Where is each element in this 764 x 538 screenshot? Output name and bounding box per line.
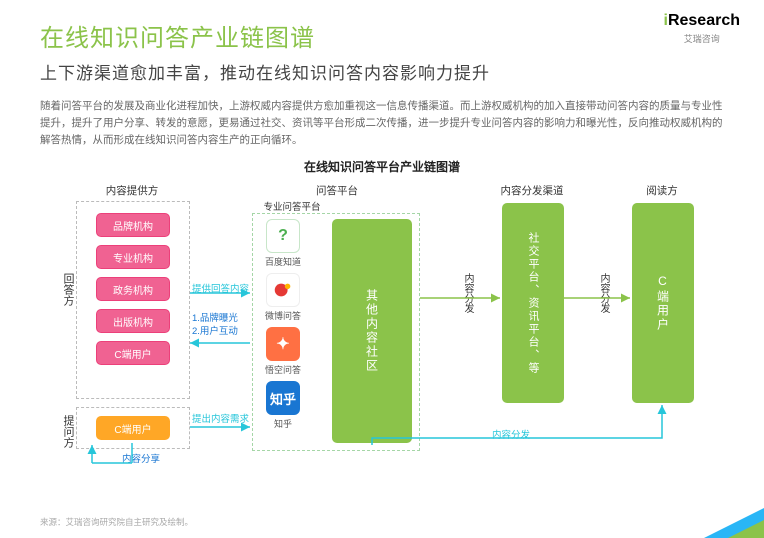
page-subtitle: 上下游渠道愈加丰富，推动在线知识问答内容影响力提升: [40, 59, 724, 84]
page-title: 在线知识问答产业链图谱: [40, 18, 724, 53]
paragraph: 随着问答平台的发展及商业化进程加快，上游权威内容提供方愈加重视这一信息传播渠道。…: [0, 98, 764, 148]
arrows-svg: [32, 183, 732, 483]
logo-sub: 艾瑞咨询: [664, 32, 741, 45]
logo: iResearch 艾瑞咨询: [664, 12, 741, 45]
chart-title: 在线知识问答平台产业链图谱: [0, 158, 764, 175]
diagram: 内容提供方 问答平台 专业问答平台 内容分发渠道 阅读方 回答方 提问方 品牌机…: [32, 183, 732, 483]
corner-triangle-green: [728, 520, 764, 538]
source-text: 来源：艾瑞咨询研究院自主研究及绘制。: [40, 516, 193, 528]
logo-text: iResearch: [664, 12, 741, 30]
